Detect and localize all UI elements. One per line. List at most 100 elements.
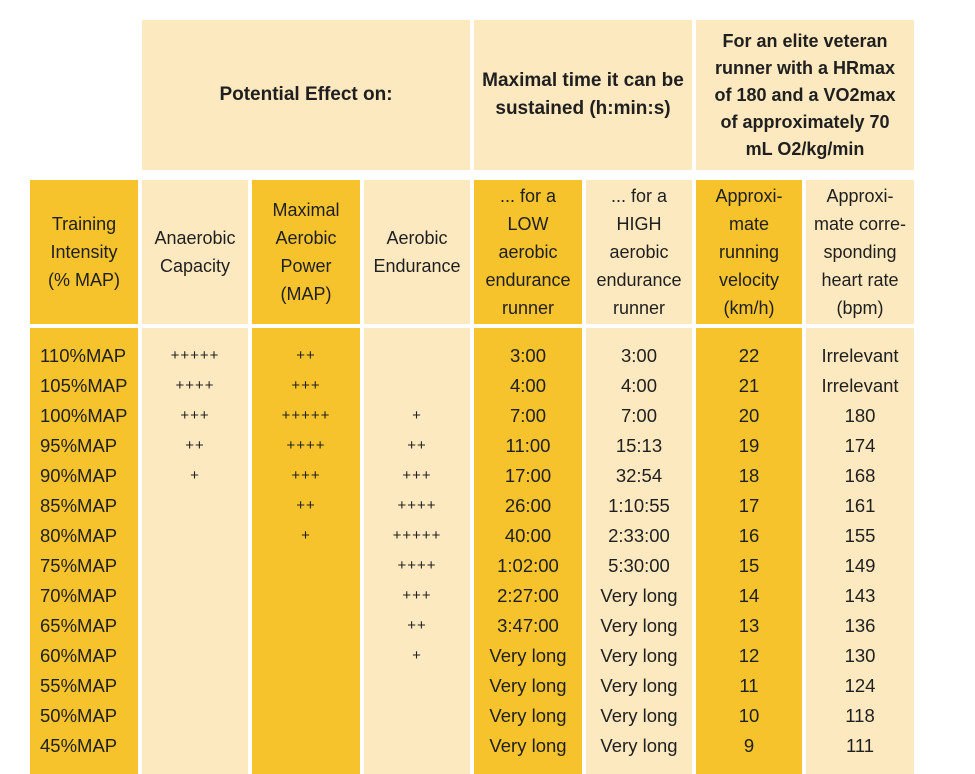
table-cell: 11 xyxy=(739,675,759,696)
table-cell: Very long xyxy=(600,615,678,636)
table-cell: 16 xyxy=(738,525,760,546)
table-cell: 15:13 xyxy=(615,435,663,456)
table-cell xyxy=(364,341,470,371)
table-cell: ++++ xyxy=(175,377,215,394)
table-cell: 75%MAP xyxy=(40,555,118,576)
table-cell: 4:00 xyxy=(620,375,657,396)
header-maximal-time: Maximal time it can be sustained (h:min:… xyxy=(474,20,692,170)
table-cell: 168 xyxy=(844,465,876,486)
header-line: mate corre- xyxy=(813,214,907,234)
header-line: Maximal xyxy=(272,200,340,220)
header-line: runner xyxy=(612,298,666,318)
table-cell: Very long xyxy=(600,705,678,726)
table-cell: Very long xyxy=(489,735,567,756)
table-cell xyxy=(252,671,360,701)
header-line: Capacity xyxy=(159,256,231,276)
table-cell: 17:00 xyxy=(504,465,552,486)
table-cell: 180 xyxy=(844,405,876,426)
table-cell: 7:00 xyxy=(620,405,657,426)
table-cell: Very long xyxy=(600,585,678,606)
table-cell: 70%MAP xyxy=(40,585,118,606)
header-line: velocity xyxy=(718,270,780,290)
header-elite-runner: For an elite veteran runner with a HRmax… xyxy=(696,20,914,170)
table-cell xyxy=(142,521,248,551)
table-cell: 1:02:00 xyxy=(497,555,559,576)
table-cell: +++++ xyxy=(281,407,331,424)
header-line: (% MAP) xyxy=(48,270,120,290)
table-cell: 21 xyxy=(738,375,760,396)
table-cell xyxy=(142,551,248,581)
table-cell: +++++ xyxy=(170,347,220,364)
table-cell: 149 xyxy=(844,555,876,576)
table-cell: 110%MAP xyxy=(40,345,127,366)
column-map: ++ +++ +++++ ++++ +++ ++ + xyxy=(252,328,360,774)
column-anaerobic: +++++ ++++ +++ ++ + xyxy=(142,328,248,774)
table-cell xyxy=(142,581,248,611)
table-cell: 17 xyxy=(738,495,760,516)
column-velocity: 22 21 20 19 18 17 16 15 14 13 12 11 10 9 xyxy=(696,328,802,774)
table-cell: 20 xyxy=(738,405,760,426)
table-cell: ++++ xyxy=(286,437,326,454)
table-cell xyxy=(252,731,360,761)
table-cell: 32:54 xyxy=(615,465,663,486)
table-cell: 45%MAP xyxy=(40,735,118,756)
table-cell: ++ xyxy=(296,497,316,514)
table-cell xyxy=(364,671,470,701)
table-cell: 15 xyxy=(738,555,760,576)
table-cell xyxy=(142,731,248,761)
header-line: Approxi- xyxy=(826,186,894,206)
table-cell: +++ xyxy=(180,407,210,424)
table-cell: 7:00 xyxy=(509,405,546,426)
table-cell: 40:00 xyxy=(504,525,552,546)
table-cell: Very long xyxy=(489,705,567,726)
elite-line: of 180 and a VO2max xyxy=(714,84,896,105)
header-line: LOW xyxy=(507,214,549,234)
header-line: Training xyxy=(51,214,117,234)
col-header-training-intensity: Training Intensity (% MAP) xyxy=(30,180,138,324)
table-cell: 100%MAP xyxy=(40,405,128,426)
table-cell: 161 xyxy=(844,495,876,516)
table-cell: 18 xyxy=(738,465,760,486)
table-cell: Very long xyxy=(600,645,678,666)
column-high-time: 3:00 4:00 7:00 15:13 32:54 1:10:55 2:33:00 5:30… xyxy=(586,328,692,774)
table-cell: 55%MAP xyxy=(40,675,118,696)
column-intensity: 110%MAP 105%MAP 100%MAP 95%MAP 90%MAP 85%MAP 8… xyxy=(30,328,138,774)
table-cell: ++ xyxy=(185,437,205,454)
table-cell: 2:33:00 xyxy=(608,525,670,546)
table-cell: 4:00 xyxy=(509,375,546,396)
table-cell: ++ xyxy=(407,437,427,454)
header-line: Aerobic xyxy=(275,228,337,248)
table-cell: 1:10:55 xyxy=(608,495,670,516)
table-cell: ++++ xyxy=(397,497,437,514)
table-cell: + xyxy=(301,527,311,544)
table-cell xyxy=(252,611,360,641)
table-cell: + xyxy=(412,647,422,664)
table-cell: 5:30:00 xyxy=(608,555,670,576)
header-line: (MAP) xyxy=(280,284,332,304)
table-cell: 95%MAP xyxy=(40,435,118,456)
table-cell: 80%MAP xyxy=(40,525,118,546)
header-line: ... for a xyxy=(610,186,668,206)
table-cell: 10 xyxy=(738,705,760,726)
table-cell xyxy=(252,581,360,611)
table-cell: +++ xyxy=(402,467,432,484)
column-heart-rate: Irrelevant Irrelevant 180 174 168 161 155 149 14… xyxy=(806,328,914,774)
table-cell xyxy=(364,701,470,731)
table-cell: 85%MAP xyxy=(40,495,118,516)
col-header-heart-rate: Approxi- mate corre- sponding heart rate… xyxy=(806,180,914,324)
table-cell: 155 xyxy=(844,525,876,546)
elite-line: For an elite veteran xyxy=(722,30,888,51)
header-empty-cell xyxy=(30,20,138,170)
table-cell: 90%MAP xyxy=(40,465,118,486)
header-line: Power xyxy=(280,256,332,276)
header-line: heart rate xyxy=(821,270,899,290)
table-cell: +++ xyxy=(402,587,432,604)
column-aerobic-endurance: + ++ +++ ++++ +++++ ++++ +++ ++ + xyxy=(364,328,470,774)
table-cell: +++ xyxy=(291,377,321,394)
header-line: (bpm) xyxy=(836,298,884,318)
table-cell: + xyxy=(190,467,200,484)
table-cell: ++++ xyxy=(397,557,437,574)
header-line: runner xyxy=(501,298,555,318)
table-cell: 19 xyxy=(738,435,760,456)
header-line: HIGH xyxy=(616,214,662,234)
